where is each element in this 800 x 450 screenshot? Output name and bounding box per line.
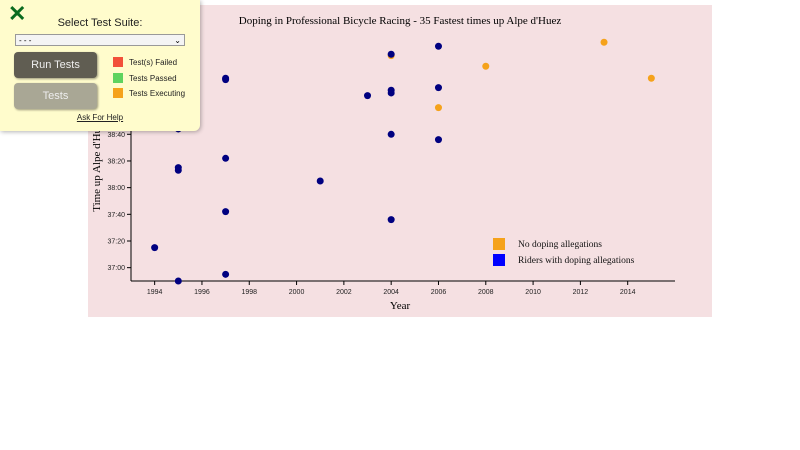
data-point [387,130,395,138]
data-point [316,177,324,185]
data-point [151,244,159,252]
x-tick-label: 2008 [478,289,494,296]
legend-executing: Tests Executing [113,88,185,98]
data-point [434,136,442,144]
y-tick-label: 37:40 [107,212,125,219]
y-tick-label: 38:40 [107,132,125,139]
legend-label: No doping allegations [518,240,602,250]
close-icon[interactable]: ✕ [8,1,27,26]
legend-swatch [493,254,505,266]
run-tests-button[interactable]: Run Tests [14,52,97,78]
select-test-suite-label: Select Test Suite: [57,17,143,29]
x-tick-label: 1994 [147,289,163,296]
data-point [434,104,442,112]
test-suite-panel: ✕ Select Test Suite: - - - ⌄ Run Tests Te… [0,0,200,131]
x-tick-label: 1996 [194,289,210,296]
legend-label: Riders with doping allegations [518,256,635,266]
legend-swatch [493,238,505,250]
legend-label: Test(s) Failed [129,57,178,67]
test-suite-select[interactable]: - - - ⌄ [15,34,185,46]
x-tick-label: 2012 [573,289,589,296]
x-tick-label: 2006 [431,289,447,296]
y-axis-label: Time up Alpe d'Huez [91,118,103,212]
legend-label: Tests Passed [129,73,177,83]
data-point [387,216,395,224]
legend-label: Tests Executing [129,88,186,98]
y-tick-label: 38:00 [107,185,125,192]
y-tick-label: 37:00 [107,265,125,272]
data-point [647,74,655,82]
passed-swatch [113,73,123,83]
y-tick-label: 37:20 [107,238,125,245]
data-point [222,154,230,162]
y-tick-label: 38:20 [107,158,125,165]
data-point [434,42,442,50]
tests-button[interactable]: Tests [14,83,97,109]
data-point [364,92,372,100]
chart-title: Doping in Professional Bicycle Racing - … [239,15,562,27]
select-value: - - - [19,35,32,45]
data-point [434,84,442,92]
data-point [174,277,182,285]
data-point [600,38,608,46]
executing-swatch [113,88,123,98]
data-point [222,270,230,278]
data-point [174,166,182,174]
x-tick-label: 2004 [383,289,399,296]
data-point [387,50,395,58]
legend-failed: Test(s) Failed [113,57,177,67]
legend-passed: Tests Passed [113,73,177,83]
scatter-plot: Doping in Professional Bicycle Racing - … [91,15,675,312]
x-tick-label: 1998 [241,289,257,296]
chevron-down-icon: ⌄ [174,35,181,45]
data-point [482,62,490,70]
x-tick-label: 2014 [620,289,636,296]
x-tick-label: 2010 [525,289,541,296]
x-tick-label: 2002 [336,289,352,296]
ask-for-help-link[interactable]: Ask For Help [76,113,124,122]
data-point [387,89,395,97]
x-axis-label: Year [390,300,411,312]
data-point [222,76,230,84]
x-tick-label: 2000 [289,289,305,296]
data-point [222,208,230,216]
failed-swatch [113,57,123,67]
